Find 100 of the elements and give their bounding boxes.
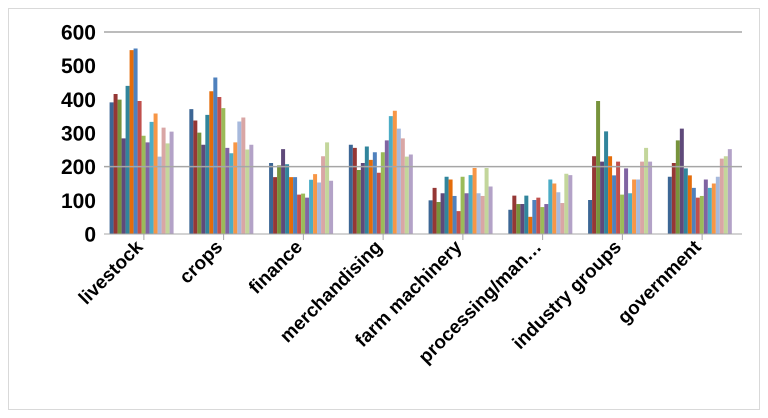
bar bbox=[130, 50, 134, 234]
bar bbox=[592, 156, 596, 234]
bar bbox=[512, 196, 516, 234]
bar bbox=[273, 177, 278, 234]
bar bbox=[520, 204, 524, 234]
bar bbox=[456, 211, 461, 234]
bar bbox=[352, 148, 357, 234]
bar bbox=[452, 196, 457, 234]
bar bbox=[468, 175, 473, 234]
bar bbox=[229, 153, 234, 234]
bar bbox=[516, 204, 520, 234]
bar bbox=[392, 110, 397, 234]
bar bbox=[364, 146, 369, 234]
bar bbox=[484, 168, 489, 234]
bar bbox=[217, 96, 222, 234]
bar bbox=[472, 168, 477, 234]
y-tick-label: 100 bbox=[60, 190, 96, 213]
bar bbox=[313, 174, 318, 234]
bar bbox=[644, 148, 648, 234]
bar bbox=[154, 113, 158, 234]
bar bbox=[138, 101, 142, 234]
bar bbox=[564, 174, 568, 234]
bar bbox=[700, 196, 704, 234]
bar bbox=[297, 194, 302, 234]
bar bbox=[237, 122, 242, 234]
bar bbox=[524, 196, 528, 234]
bar bbox=[205, 114, 210, 234]
bar bbox=[142, 136, 146, 234]
bar bbox=[317, 182, 322, 234]
bar bbox=[708, 188, 712, 234]
bar bbox=[189, 109, 194, 234]
bar bbox=[400, 138, 405, 234]
bar bbox=[712, 184, 716, 234]
bar bbox=[692, 188, 696, 234]
bar bbox=[305, 198, 310, 234]
bar bbox=[309, 180, 314, 234]
bar bbox=[620, 194, 624, 234]
bar bbox=[464, 193, 469, 234]
bar bbox=[608, 156, 612, 234]
bar bbox=[632, 179, 636, 234]
bar bbox=[436, 202, 441, 234]
bar bbox=[110, 102, 114, 234]
bar bbox=[704, 179, 708, 234]
bar bbox=[672, 162, 676, 234]
bar bbox=[126, 86, 130, 234]
bar bbox=[269, 162, 274, 234]
bar bbox=[221, 108, 226, 234]
bar bbox=[201, 144, 206, 234]
bar bbox=[668, 176, 672, 234]
bar bbox=[197, 132, 202, 234]
bar bbox=[560, 203, 564, 234]
bar bbox=[540, 207, 544, 234]
bar bbox=[548, 179, 552, 234]
bar bbox=[428, 200, 433, 234]
bar bbox=[720, 158, 724, 234]
bar bbox=[648, 162, 652, 234]
bar bbox=[604, 131, 608, 234]
bar bbox=[368, 160, 373, 234]
bar bbox=[588, 200, 592, 234]
bar bbox=[384, 140, 389, 234]
bar bbox=[680, 128, 684, 234]
bar bbox=[640, 162, 644, 234]
bar bbox=[376, 172, 381, 234]
bar bbox=[676, 140, 680, 234]
bar bbox=[724, 156, 728, 234]
bar bbox=[150, 122, 154, 234]
bar bbox=[488, 186, 493, 234]
bar bbox=[158, 156, 162, 234]
bar bbox=[146, 142, 150, 234]
bar bbox=[289, 177, 294, 234]
y-tick-label: 600 bbox=[60, 21, 96, 44]
bar bbox=[166, 143, 170, 234]
bar bbox=[134, 48, 138, 234]
bar bbox=[249, 144, 254, 234]
bar bbox=[696, 198, 700, 234]
bar bbox=[162, 128, 166, 234]
bar bbox=[281, 149, 286, 234]
bar bbox=[716, 176, 720, 234]
bar bbox=[404, 156, 409, 234]
bar bbox=[440, 193, 445, 234]
bar bbox=[480, 196, 485, 234]
bar bbox=[225, 148, 230, 234]
bar bbox=[508, 210, 512, 234]
bar bbox=[372, 152, 377, 234]
bar bbox=[636, 179, 640, 234]
bar bbox=[616, 162, 620, 234]
bar bbox=[170, 132, 174, 234]
bar bbox=[552, 184, 556, 234]
bar bbox=[688, 175, 692, 234]
bar bbox=[233, 142, 238, 234]
bar bbox=[612, 175, 616, 234]
bar bbox=[444, 176, 449, 234]
bar bbox=[114, 94, 118, 234]
y-tick-label: 400 bbox=[60, 88, 96, 112]
bar bbox=[528, 216, 532, 234]
bar bbox=[380, 152, 385, 234]
bar bbox=[321, 156, 326, 234]
bar bbox=[624, 168, 628, 234]
y-tick-label: 500 bbox=[60, 55, 96, 78]
bar bbox=[118, 100, 122, 234]
